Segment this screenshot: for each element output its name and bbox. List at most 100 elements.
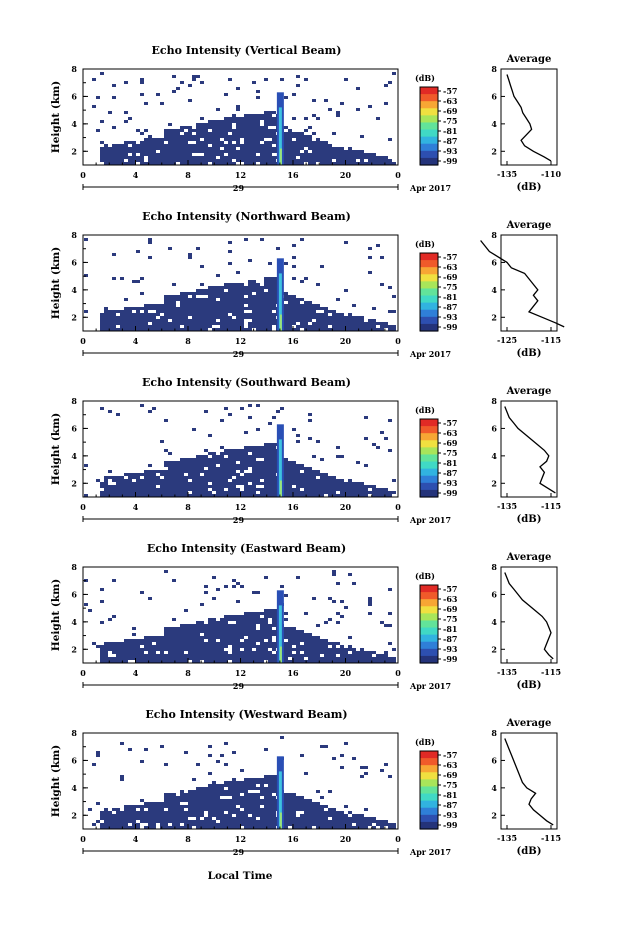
echo-cell: [124, 325, 128, 328]
echo-cell: [136, 313, 140, 316]
echo-cell: [228, 811, 232, 814]
echo-cell: [228, 144, 232, 147]
echo-cell: [332, 156, 336, 159]
echo-cell: [184, 826, 188, 829]
echo-cell: [164, 570, 168, 573]
echo-cell: [312, 316, 316, 319]
echo-cell: [264, 805, 268, 808]
echo-cell: [288, 467, 292, 470]
echo-cell: [140, 162, 144, 165]
echo-cell: [348, 820, 352, 823]
colorbar-unit: (dB): [415, 571, 435, 581]
echo-cell: [128, 654, 132, 657]
echo-cell: [120, 488, 124, 491]
echo-cell: [140, 814, 144, 817]
echo-cell: [216, 654, 220, 657]
echo-cell: [128, 307, 132, 310]
echo-cell: [380, 657, 384, 660]
echo-cell: [212, 645, 216, 648]
echo-cell: [284, 636, 288, 639]
echo-cell: [300, 633, 304, 636]
echo-cell: [188, 328, 192, 331]
echo-cell: [248, 612, 252, 615]
echo-cell: [104, 147, 108, 150]
echo-cell: [288, 645, 292, 648]
echo-cell: [216, 814, 220, 817]
colorbar-swatch: [420, 821, 438, 830]
echo-cell: [248, 129, 252, 132]
echo-cell: [312, 325, 316, 328]
echo-cell: [360, 660, 364, 663]
echo-cell: [240, 479, 244, 482]
echo-cell: [104, 319, 108, 322]
echo-cell: [160, 802, 164, 805]
echo-cell: [212, 141, 216, 144]
echo-cell: [104, 307, 108, 310]
echo-cell: [292, 135, 296, 138]
echo-cell: [324, 814, 328, 817]
echo-cell: [140, 642, 144, 645]
colorbar-frame: [419, 86, 439, 166]
echo-cell: [104, 159, 108, 162]
echo-cell: [176, 648, 180, 651]
echo-cell: [172, 618, 176, 621]
echo-cell: [248, 464, 252, 467]
echo-cell: [132, 651, 136, 654]
echo-cell: [172, 283, 176, 286]
echo-cell: [240, 283, 244, 286]
echo-cell: [312, 820, 316, 823]
echo-cell: [112, 651, 116, 654]
echo-cell: [368, 597, 372, 600]
echo-cell: [116, 826, 120, 829]
echo-cell: [112, 494, 116, 497]
echo-cell: [176, 295, 180, 298]
echo-cell: [284, 488, 288, 491]
echo-cell: [304, 310, 308, 313]
echo-cell: [200, 482, 204, 485]
echo-cell: [272, 156, 276, 159]
echo-cell: [252, 141, 256, 144]
echo-cell: [224, 657, 228, 660]
echo-cell: [192, 129, 196, 132]
echo-cell: [224, 295, 228, 298]
echo-cell: [232, 615, 236, 618]
echo-cell: [208, 630, 212, 633]
echo-cell: [284, 802, 288, 805]
echo-cell: [212, 129, 216, 132]
echo-cell: [236, 808, 240, 811]
colorbar-tick-label: -63: [443, 594, 458, 604]
echo-cell: [224, 292, 228, 295]
echo-cell: [148, 636, 152, 639]
echo-cell: [372, 307, 376, 310]
colorbar-swatch: [420, 323, 438, 332]
echo-cell: [216, 147, 220, 150]
echo-cell: [164, 322, 168, 325]
echo-cell: [220, 295, 224, 298]
colorbar-swatch: [420, 143, 438, 152]
echo-cell: [132, 633, 136, 636]
echo-cell: [160, 319, 164, 322]
echo-cell: [268, 630, 272, 633]
echo-cell: [264, 657, 268, 660]
echo-cell: [256, 621, 260, 624]
echo-cell: [340, 811, 344, 814]
echo-cell: [200, 313, 204, 316]
echo-cell: [120, 778, 124, 781]
echo-cell: [312, 156, 316, 159]
echo-cell: [100, 153, 104, 156]
echo-cell: [136, 328, 140, 331]
y-tick-label: 4: [71, 119, 77, 129]
echo-cell: [220, 307, 224, 310]
echo-cell: [160, 325, 164, 328]
echo-cell: [228, 476, 232, 479]
echo-cell: [248, 621, 252, 624]
echo-cell: [164, 132, 168, 135]
echo-cell: [256, 615, 260, 618]
echo-cell: [152, 470, 156, 473]
echo-cell: [232, 648, 236, 651]
echo-cell: [120, 823, 124, 826]
echo-cell: [292, 479, 296, 482]
echo-cell: [300, 494, 304, 497]
echo-cell: [168, 123, 172, 126]
echo-cell: [260, 310, 264, 313]
